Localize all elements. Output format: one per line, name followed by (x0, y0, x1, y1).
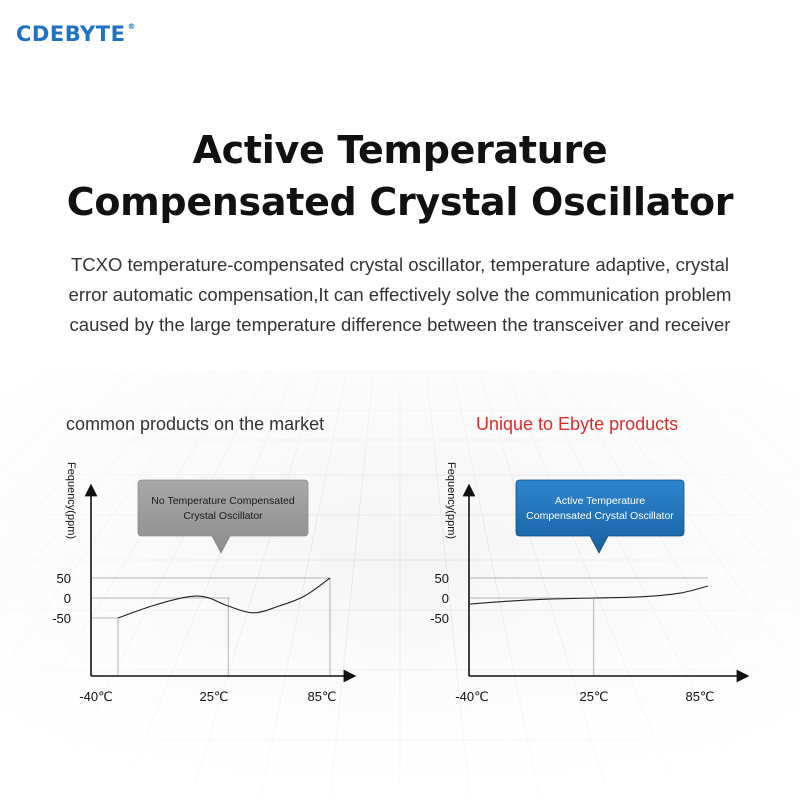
brand-name: CDEBYTE (16, 22, 126, 46)
chart-left-title: common products on the market (66, 414, 325, 434)
x-tick-label: 25℃ (579, 689, 608, 704)
y-tick-label: 50 (435, 571, 449, 586)
chart-right-group: 50 0 -50 -40℃ 25℃ 85℃ Fequency(ppm) Active Temp… (430, 462, 750, 704)
callout-box (137, 479, 309, 554)
chart-left-group: 50 0 -50 -40℃ 25℃ 85℃ Fequency(ppm) No Temperat… (52, 462, 357, 704)
headline-line-1: Active Temperature (192, 128, 608, 172)
brand-logo: CDEBYTE ® (16, 22, 136, 46)
y-tick-label: 0 (442, 591, 449, 606)
y-tick-label: 0 (64, 591, 71, 606)
callout-text: Active Temperature (555, 495, 645, 507)
description-line: error automatic compensation,It can effe… (68, 284, 732, 305)
series-line (117, 577, 331, 619)
y-tick-label: -50 (52, 611, 71, 626)
y-tick-label: 50 (57, 571, 71, 586)
callout-text: Compensated Crystal Oscillator (526, 510, 674, 522)
callout-text: No Temperature Compensated (151, 495, 295, 507)
description-line: caused by the large temperature differen… (69, 314, 731, 335)
perspective-floor-grid (0, 370, 800, 800)
y-axis-label: Fequency(ppm) (65, 462, 77, 539)
description: TCXO temperature-compensated crystal osc… (20, 250, 780, 340)
x-tick-label: -40℃ (79, 689, 112, 704)
x-tick-label: 85℃ (685, 689, 714, 704)
series-line (469, 585, 709, 605)
headline-line-2: Compensated Crystal Oscillator (66, 180, 734, 224)
x-tick-label: -40℃ (455, 689, 488, 704)
y-axis-label: Fequency(ppm) (445, 462, 457, 539)
description-line: TCXO temperature-compensated crystal osc… (70, 254, 730, 275)
callout-text: Crystal Oscillator (183, 510, 263, 522)
registered-mark: ® (127, 22, 136, 31)
x-tick-label: 25℃ (199, 689, 228, 704)
chart-right-title: Unique to Ebyte products (476, 414, 679, 434)
callout-box (515, 479, 685, 554)
x-tick-label: 85℃ (307, 689, 336, 704)
y-tick-label: -50 (430, 611, 449, 626)
